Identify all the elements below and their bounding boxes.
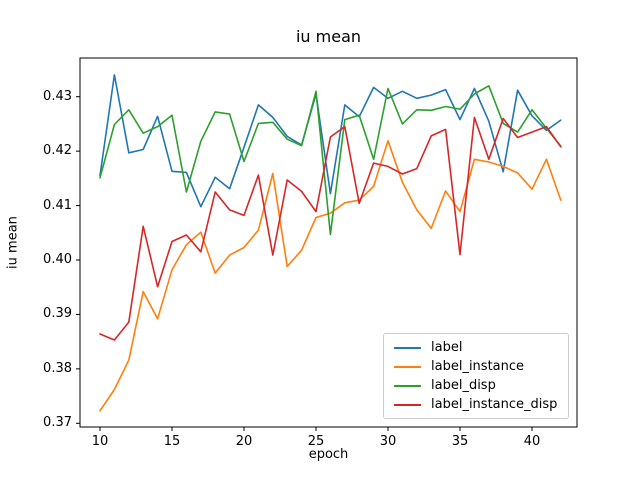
x-tick-label: 35: [451, 434, 469, 449]
x-axis-label: epoch: [308, 447, 349, 462]
x-tick-label: 25: [307, 434, 325, 449]
legend-line-sample: [394, 365, 421, 368]
y-tick-label: 0.37: [43, 415, 72, 431]
legend: label label_instance label_disp label_in…: [383, 333, 569, 419]
legend-label: label_disp: [431, 378, 496, 393]
y-tick-label: 0.42: [43, 143, 72, 159]
y-tick-label: 0.39: [43, 306, 72, 322]
x-tick-label: 15: [163, 434, 181, 449]
legend-item-label-disp: label_disp: [394, 377, 560, 395]
x-tick-label: 30: [379, 434, 397, 449]
y-tick-label: 0.41: [43, 197, 72, 213]
legend-line-sample: [394, 403, 421, 406]
legend-label: label_instance_disp: [431, 397, 558, 412]
y-axis-label: iu mean: [5, 216, 21, 269]
legend-line-sample: [394, 384, 421, 387]
legend-label: label_instance: [431, 359, 525, 374]
legend-label: label: [431, 340, 463, 355]
y-tick-label: 0.40: [43, 251, 72, 267]
legend-line-sample: [394, 346, 421, 349]
legend-item-label-instance-disp: label_instance_disp: [394, 396, 560, 414]
y-tick-label: 0.43: [43, 88, 72, 104]
legend-item-label-instance: label_instance: [394, 358, 560, 376]
x-tick-label: 40: [523, 434, 541, 449]
x-tick-label: 20: [235, 434, 253, 449]
legend-item-label: label: [394, 339, 560, 357]
chart-title: iu mean: [295, 27, 362, 46]
x-tick-label: 10: [91, 434, 109, 449]
y-tick-label: 0.38: [43, 360, 72, 376]
